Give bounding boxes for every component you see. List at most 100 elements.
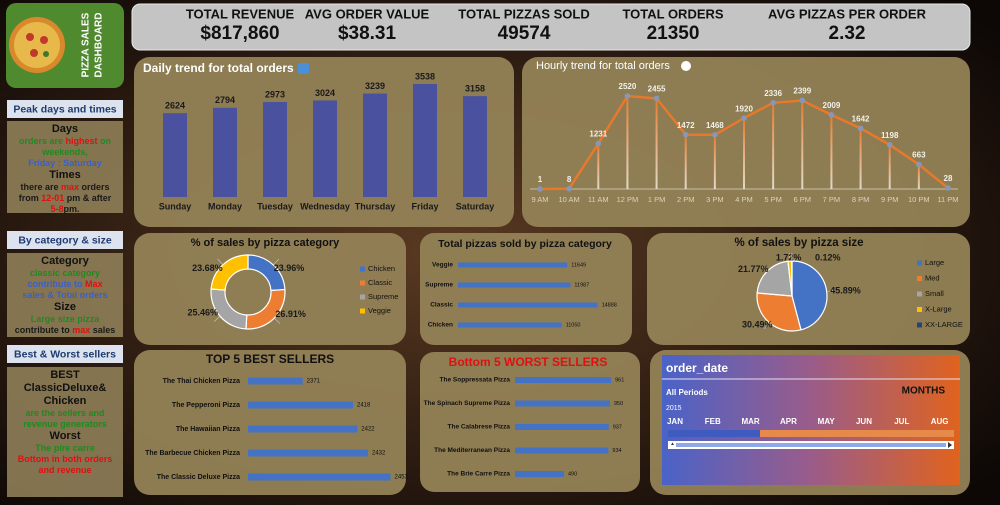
x-tick-label: 11 AM: [588, 195, 609, 204]
logo-title: DASHBOARD: [94, 13, 105, 78]
note-text: max: [61, 182, 79, 192]
x-tick-label: 7 PM: [823, 195, 841, 204]
chart-title: TOP 5 BEST SELLERS: [206, 352, 334, 366]
timeline-track[interactable]: [668, 430, 954, 437]
chart-title: % of sales by pizza size: [734, 237, 863, 249]
pepperoni: [30, 49, 38, 57]
marker: [653, 95, 660, 102]
note-text: max: [72, 325, 90, 335]
kpi-value: 49574: [498, 23, 551, 44]
drop-line: [597, 143, 600, 189]
data-label: 8: [567, 175, 572, 184]
y-tick-label: Chicken: [428, 322, 453, 329]
x-tick-label: 10 AM: [559, 195, 580, 204]
data-label: 28: [944, 174, 953, 183]
note-text: highest: [66, 136, 98, 146]
x-tick-label: 9 PM: [881, 195, 899, 204]
note-heading: BEST: [50, 369, 80, 381]
note-line: and revenue: [38, 465, 91, 475]
note-line: contribute to max sales: [15, 325, 116, 335]
bar: [515, 447, 609, 454]
legend-label: Med: [925, 273, 940, 282]
chart-title: Daily trend for total orders: [143, 61, 294, 75]
month-label: FEB: [705, 417, 721, 426]
scroll-left[interactable]: [671, 442, 674, 446]
month-label: MAY: [818, 417, 836, 426]
bar: [213, 107, 237, 197]
x-tick-label: 4 PM: [735, 195, 753, 204]
timeline-selection[interactable]: [668, 430, 760, 437]
drop-line: [626, 96, 629, 189]
scroll-right[interactable]: [948, 442, 952, 448]
slice: [756, 292, 802, 332]
data-label: 2794: [215, 95, 235, 105]
leader-line: [217, 258, 223, 265]
timeline-slicer[interactable]: [662, 355, 960, 485]
data-label: 490: [568, 471, 577, 477]
x-tick-label: Sunday: [159, 201, 192, 211]
note-line: are the sellers and: [25, 408, 104, 418]
note-text: sales & Total orders: [22, 290, 107, 300]
legend-label: Chicken: [368, 264, 395, 273]
note-text: Large size pizza: [31, 314, 101, 324]
note-line: orders are highest on: [19, 136, 111, 146]
data-label: 2624: [165, 101, 185, 111]
note-heading: Size: [54, 301, 76, 313]
slice: [756, 260, 793, 297]
bar: [263, 102, 287, 197]
panel: [134, 233, 406, 345]
note-line: Friday : Saturday: [28, 158, 102, 168]
data-label: 934: [612, 448, 621, 454]
month-label: JUL: [894, 417, 909, 426]
x-tick-label: Friday: [411, 201, 438, 211]
scroll-thumb[interactable]: [676, 443, 946, 447]
x-tick-label: Tuesday: [257, 201, 293, 211]
month-label: JAN: [667, 417, 683, 426]
calendar-icon: [298, 63, 309, 74]
marker: [537, 186, 543, 192]
data-label: 3158: [465, 84, 485, 94]
y-tick-label: The Brie Carre Pizza: [447, 471, 510, 478]
kpi-value: 21350: [647, 23, 700, 44]
data-label: 1472: [677, 121, 695, 130]
panel: [420, 352, 640, 492]
bar: [248, 425, 358, 433]
bar: [515, 424, 609, 430]
note-line: sales & Total orders: [22, 290, 107, 300]
y-tick-label: Classic: [430, 302, 453, 309]
y-tick-label: The Thai Chicken Pizza: [163, 378, 241, 385]
note-text: Bottom in both orders: [18, 454, 113, 464]
data-label: 11987: [574, 282, 589, 288]
y-tick-label: The Barbecue Chicken Pizza: [145, 450, 240, 457]
bar: [463, 96, 487, 197]
data-label: 23.68%: [192, 263, 223, 273]
bar: [363, 93, 387, 197]
kpi-value: $38.31: [338, 23, 397, 44]
slicer-field: order_date: [666, 361, 728, 375]
bar: [163, 113, 187, 197]
note-text: pm & after: [64, 193, 112, 203]
chart-title: % of sales by pizza category: [191, 237, 340, 249]
note-text: weekends,: [41, 147, 88, 157]
drop-line: [684, 134, 687, 189]
note-text: 12-01: [41, 193, 64, 203]
marker: [595, 140, 602, 147]
marker: [916, 161, 922, 168]
note-line: Large size pizza: [31, 314, 101, 324]
note-text: classic category: [30, 268, 100, 278]
note-text: Friday : Saturday: [28, 158, 102, 168]
bar: [248, 401, 353, 409]
y-tick-label: The Spinach Supreme Pizza: [424, 400, 511, 407]
x-tick-label: 5 PM: [764, 195, 782, 204]
note-header: [7, 231, 123, 249]
y-tick-label: The Soppressata Pizza: [440, 377, 511, 384]
y-tick-label: The Pepperoni Pizza: [172, 402, 240, 409]
x-tick-label: 12 PM: [617, 195, 639, 204]
slicer-level[interactable]: MONTHS: [902, 386, 946, 397]
legend-label: Large: [925, 258, 944, 267]
data-label: 1468: [706, 121, 724, 130]
data-label: 1: [538, 175, 543, 184]
note-text: there are: [20, 182, 61, 192]
data-label: 1642: [852, 115, 870, 124]
